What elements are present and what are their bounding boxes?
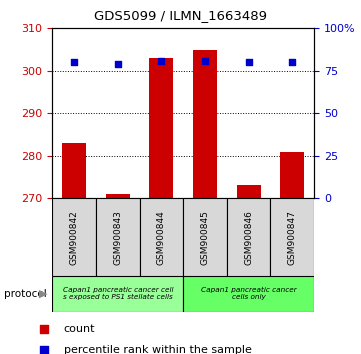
Text: GSM900843: GSM900843 — [113, 210, 122, 265]
Bar — [62, 143, 86, 198]
Bar — [183, 198, 227, 276]
Bar — [270, 198, 314, 276]
Bar — [106, 194, 130, 198]
Text: GSM900844: GSM900844 — [157, 210, 166, 264]
Bar — [237, 185, 261, 198]
Point — [41, 326, 47, 332]
Point — [290, 59, 295, 65]
Text: GSM900846: GSM900846 — [244, 210, 253, 265]
Text: Capan1 pancreatic cancer cell
s exposed to PS1 stellate cells: Capan1 pancreatic cancer cell s exposed … — [62, 287, 173, 301]
Bar — [280, 152, 304, 198]
Bar — [227, 198, 270, 276]
Text: GSM900845: GSM900845 — [200, 210, 209, 265]
Bar — [52, 276, 183, 312]
Text: count: count — [64, 324, 95, 334]
Point — [246, 59, 252, 65]
Bar — [96, 198, 140, 276]
Point — [71, 59, 77, 65]
Bar — [183, 276, 314, 312]
Text: GSM900842: GSM900842 — [70, 210, 79, 264]
Point — [41, 348, 47, 353]
Point — [158, 58, 164, 63]
Point — [115, 61, 121, 67]
Text: GSM900847: GSM900847 — [288, 210, 297, 265]
Text: ▶: ▶ — [39, 289, 48, 299]
Text: Capan1 pancreatic cancer
cells only: Capan1 pancreatic cancer cells only — [201, 287, 296, 301]
Bar — [52, 198, 96, 276]
Point — [202, 58, 208, 63]
Bar — [149, 58, 173, 198]
Bar — [193, 50, 217, 198]
Text: GDS5099 / ILMN_1663489: GDS5099 / ILMN_1663489 — [94, 9, 267, 22]
Text: protocol: protocol — [4, 289, 46, 299]
Bar — [140, 198, 183, 276]
Text: percentile rank within the sample: percentile rank within the sample — [64, 346, 251, 354]
